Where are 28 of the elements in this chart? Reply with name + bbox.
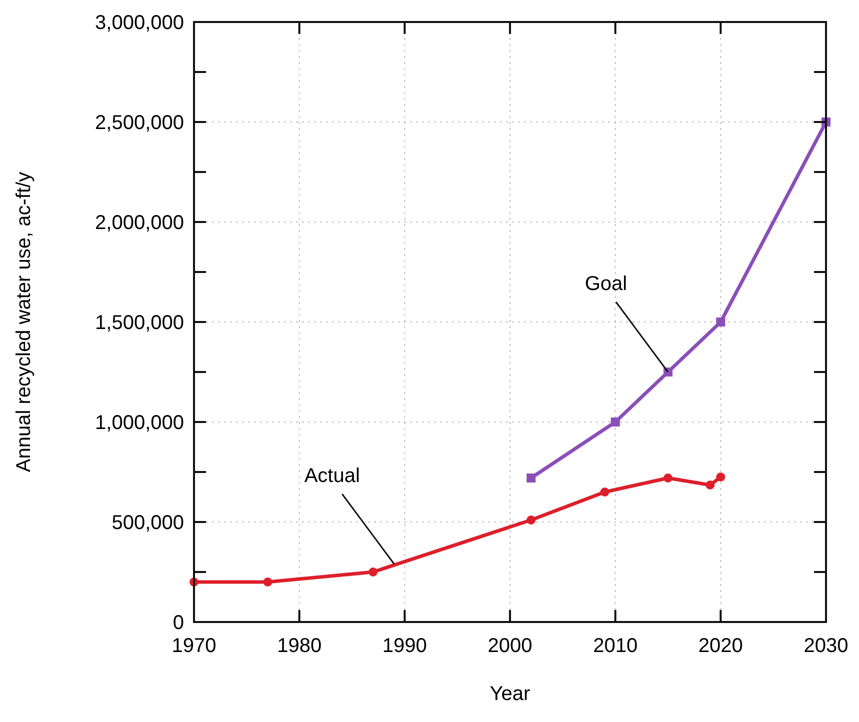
x-tick-label: 2030 — [804, 635, 848, 657]
x-tick-label: 2000 — [488, 635, 532, 657]
y-tick-label: 3,000,000 — [95, 12, 184, 34]
y-tick-label: 2,000,000 — [95, 212, 184, 234]
point — [600, 488, 610, 496]
x-tick-label: 1970 — [172, 635, 216, 657]
point — [610, 418, 620, 426]
point — [716, 472, 726, 482]
annotation: Goal — [584, 273, 628, 295]
y-tick-label: 2,500,000 — [95, 112, 184, 134]
point — [263, 578, 272, 586]
annotation: Actual — [304, 465, 360, 487]
y-tick-label: 1,500,000 — [95, 312, 184, 334]
x-tick-label: 2020 — [698, 635, 743, 657]
x-tick-label: 1980 — [277, 635, 322, 657]
point — [526, 474, 536, 482]
y-axis-title: Annual recycled water use, ac-ft/y — [13, 172, 35, 472]
x-tick-label: 2010 — [593, 635, 638, 657]
point — [716, 318, 726, 326]
point — [368, 568, 378, 576]
point — [706, 480, 715, 490]
y-tick-label: 1,000,000 — [95, 412, 184, 434]
y-tick-label: 500,000 — [112, 512, 184, 534]
x-axis-title: Year — [490, 683, 531, 705]
point — [526, 516, 536, 524]
point — [664, 474, 672, 482]
y-tick-label: 0 — [172, 612, 184, 634]
x-tick-label: 1990 — [382, 635, 427, 657]
